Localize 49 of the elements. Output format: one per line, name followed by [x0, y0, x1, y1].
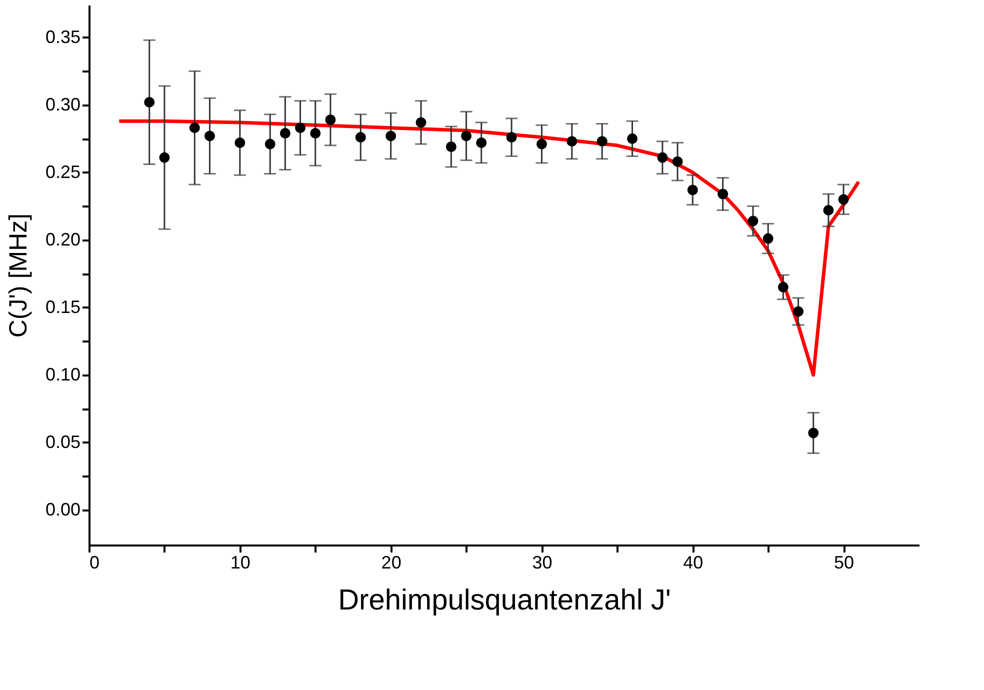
- point: [295, 122, 306, 134]
- point: [476, 137, 487, 148]
- point: [808, 428, 819, 438]
- point: [189, 122, 200, 134]
- x-tick-label: 30: [532, 552, 552, 572]
- point: [718, 188, 728, 200]
- point: [506, 132, 517, 143]
- y-tick-label: 0.00: [45, 499, 80, 520]
- point: [144, 96, 155, 108]
- point: [234, 137, 246, 148]
- x-tick-label: 20: [381, 552, 402, 572]
- point: [264, 138, 276, 150]
- point: [355, 132, 366, 143]
- point: [762, 233, 774, 244]
- point: [386, 130, 396, 142]
- y-axis-title: C(J') [MHz]: [4, 213, 32, 338]
- point: [446, 142, 456, 152]
- point: [778, 282, 788, 292]
- point: [627, 133, 638, 144]
- y-tick-label: 0.35: [45, 26, 80, 47]
- point: [536, 138, 547, 150]
- point: [280, 128, 290, 138]
- point: [687, 184, 698, 196]
- y-tick-label: 0.05: [45, 432, 80, 452]
- point: [461, 130, 472, 142]
- point: [657, 152, 668, 163]
- point: [748, 216, 758, 226]
- x-tick-label: 10: [230, 552, 250, 572]
- y-tick-label: 0.10: [45, 364, 80, 384]
- y-tick-label: 0.30: [45, 94, 80, 114]
- point: [325, 114, 336, 125]
- line-series: [117, 119, 860, 377]
- y-tick-label: 0.15: [45, 296, 80, 317]
- x-tick-label: 40: [683, 552, 704, 572]
- x-tick-label: 0: [90, 552, 100, 572]
- point: [838, 194, 849, 205]
- point: [310, 128, 321, 138]
- y-tick-label: 0.25: [45, 162, 80, 182]
- y-tick-label: 0.20: [45, 229, 80, 250]
- x-tick-label: 50: [834, 552, 854, 572]
- point: [596, 136, 608, 147]
- point: [566, 136, 578, 147]
- point: [823, 204, 834, 216]
- point: [672, 156, 683, 167]
- point: [159, 152, 170, 163]
- point: [204, 130, 215, 142]
- point: [416, 117, 426, 128]
- point: [793, 306, 804, 317]
- x-axis-title: Drehimpulsquantenzahl J': [338, 584, 671, 616]
